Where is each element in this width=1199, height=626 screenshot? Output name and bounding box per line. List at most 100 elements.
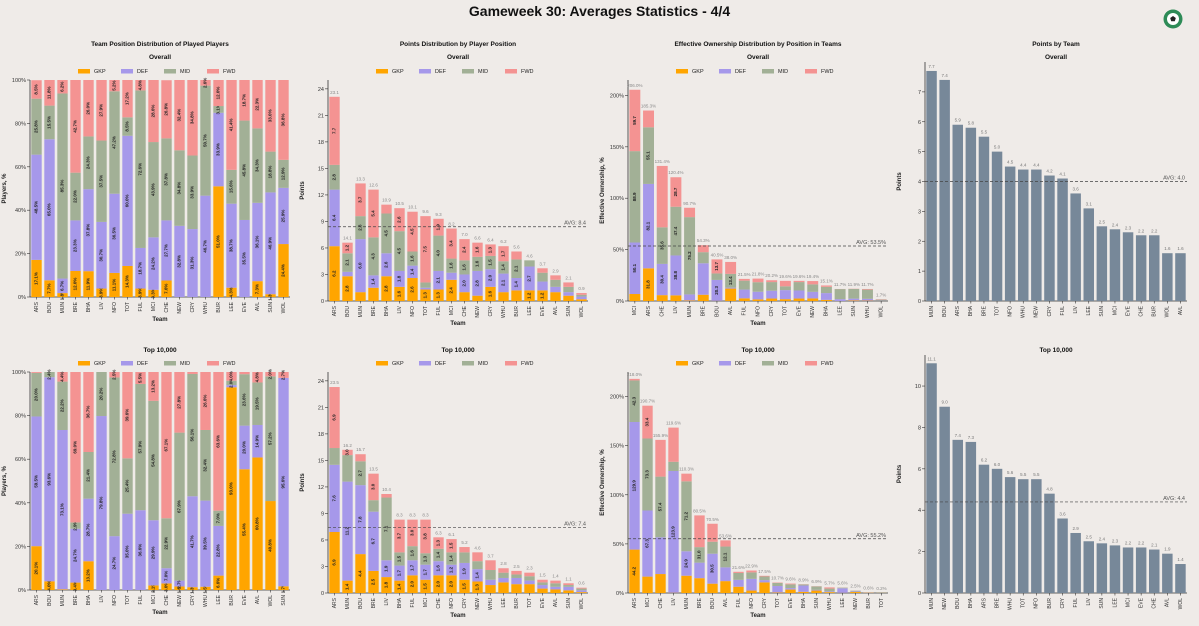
segment-value-label: 36.7% [86,406,91,419]
bar-sun [1096,226,1108,301]
bar-segment-gkp [381,276,392,301]
segment-value-label: 19.5% [255,397,260,410]
segment-value-label: 2.6 [410,286,415,293]
segment-value-label: 26.6% [203,395,208,408]
bar-total-label: 119.6% [666,421,681,426]
bar-segment-mid [875,299,887,301]
x-tick-label: BRE [994,597,1000,608]
x-tick-label: LEE [1112,597,1118,607]
bar-segment-fwd [550,275,561,280]
bar-segment-gkp [122,265,133,297]
bar-segment-mid [31,372,42,417]
x-tick-label: LEE [216,594,222,604]
legend-swatch-gkp [78,361,90,366]
segment-value-label: 2.8 [475,280,480,287]
bar-total-label: 10.1 [408,205,417,210]
bar-segment-def [576,590,587,593]
segment-value-label: 26.8% [164,103,169,116]
segment-value-label: 2.6 [397,216,402,223]
bar-segment-fwd [226,80,237,170]
bar-segment-mid [368,237,379,276]
bar-segment-mid [824,588,835,592]
bar-segment-def [524,580,535,585]
bar-total-label: 15.1% [820,278,833,283]
bar-segment-fwd [485,244,496,256]
bar-segment-mid [694,547,705,563]
segment-value-label: 7.6 [332,495,337,502]
segment-value-label: 4.3 [371,253,376,260]
segment-value-label: 7.0% [216,513,221,523]
chart-subtitle: Overall [1045,54,1067,61]
bar-value-label: 2.5 [1086,534,1093,539]
x-tick-label: LIV [671,597,677,605]
x-tick-label: EVE [1125,305,1131,316]
x-tick-label: FUL [1060,306,1066,316]
x-axis-label: Team [152,610,167,616]
segment-value-label: 11.8% [47,87,52,100]
bar-segment-fwd [355,183,366,217]
bar-value-label: 4.4 [1033,163,1040,168]
bar-lee [1083,208,1094,301]
y-tick-label: 3 [321,564,324,570]
bar-value-label: 2.9 [1073,526,1080,531]
x-tick-label: FUL [742,306,748,316]
bar-segment-def [537,281,548,291]
bar-segment-mid [200,429,211,501]
segment-value-label: 6.0 [358,262,363,269]
bar-segment-mid [655,476,666,538]
bar-segment-fwd [57,372,68,382]
segment-value-label: 1.3 [488,247,493,254]
bar-segment-gkp [694,578,705,593]
bar-value-label: 9.0 [942,400,949,405]
bar-total-label: 9.6% [785,577,795,582]
bar-segment-fwd [31,80,42,99]
legend-label-fwd: FWD [521,69,534,75]
y-tick-label: 150% [610,145,624,151]
bar-segment-mid [511,574,522,578]
bar-segment-mid [70,172,81,221]
bar-segment-fwd [862,288,873,290]
bar-segment-def [213,112,224,187]
segment-value-label: 7.7% [47,284,52,294]
segment-value-label: 37.8% [86,224,91,237]
segment-value-label: 1.6 [449,262,454,269]
legend-swatch-fwd [505,361,517,366]
bar-segment-mid [420,553,431,565]
bar-segment-mid [725,273,737,288]
x-tick-label: NFO [755,306,761,317]
bar-segment-gkp [213,575,224,590]
bar-bou [952,439,963,593]
bar-value-label: 2.2 [1125,540,1132,545]
chart-subtitle: Overall [149,54,171,61]
segment-value-label: 18.7% [138,262,143,275]
segment-value-label: 57.2% [268,432,273,445]
bar-segment-fwd [394,519,405,553]
bar-segment-gkp [381,577,392,593]
bar-value-label: 7.3 [968,435,975,440]
bar-segment-fwd [629,378,640,381]
y-axis-label: Players, % [2,173,8,204]
x-tick-label: MCI [1112,306,1118,315]
segment-value-label: 69.0% [73,441,78,454]
x-tick-label: CRY [1060,597,1066,608]
bar-value-label: 11.1 [927,356,936,361]
bar-segment-def [329,189,340,247]
bar-segment-def [563,586,574,591]
segment-value-label: 2.6% [203,78,208,88]
x-tick-label: TOT [423,306,429,316]
y-tick-label: 4 [918,180,921,186]
bar-new [1031,169,1042,301]
segment-value-label: 1.3 [423,292,428,299]
bar-segment-fwd [109,372,120,378]
chart-subtitle: Top 10,000 [441,347,475,354]
bar-segment-def [70,220,81,271]
segment-value-label: 50.1 [632,263,637,272]
bar-total-label: 8.3 [396,513,403,518]
bar-total-label: 190.7% [640,399,655,404]
x-tick-label: LIV [99,594,105,602]
segment-value-label: 36.6% [138,544,143,557]
bar-total-label: 38.0% [724,255,737,260]
bar-total-label: 155.9% [653,433,668,438]
x-tick-label: LEE [840,597,846,607]
bar-total-label: 0.6% [863,585,873,590]
